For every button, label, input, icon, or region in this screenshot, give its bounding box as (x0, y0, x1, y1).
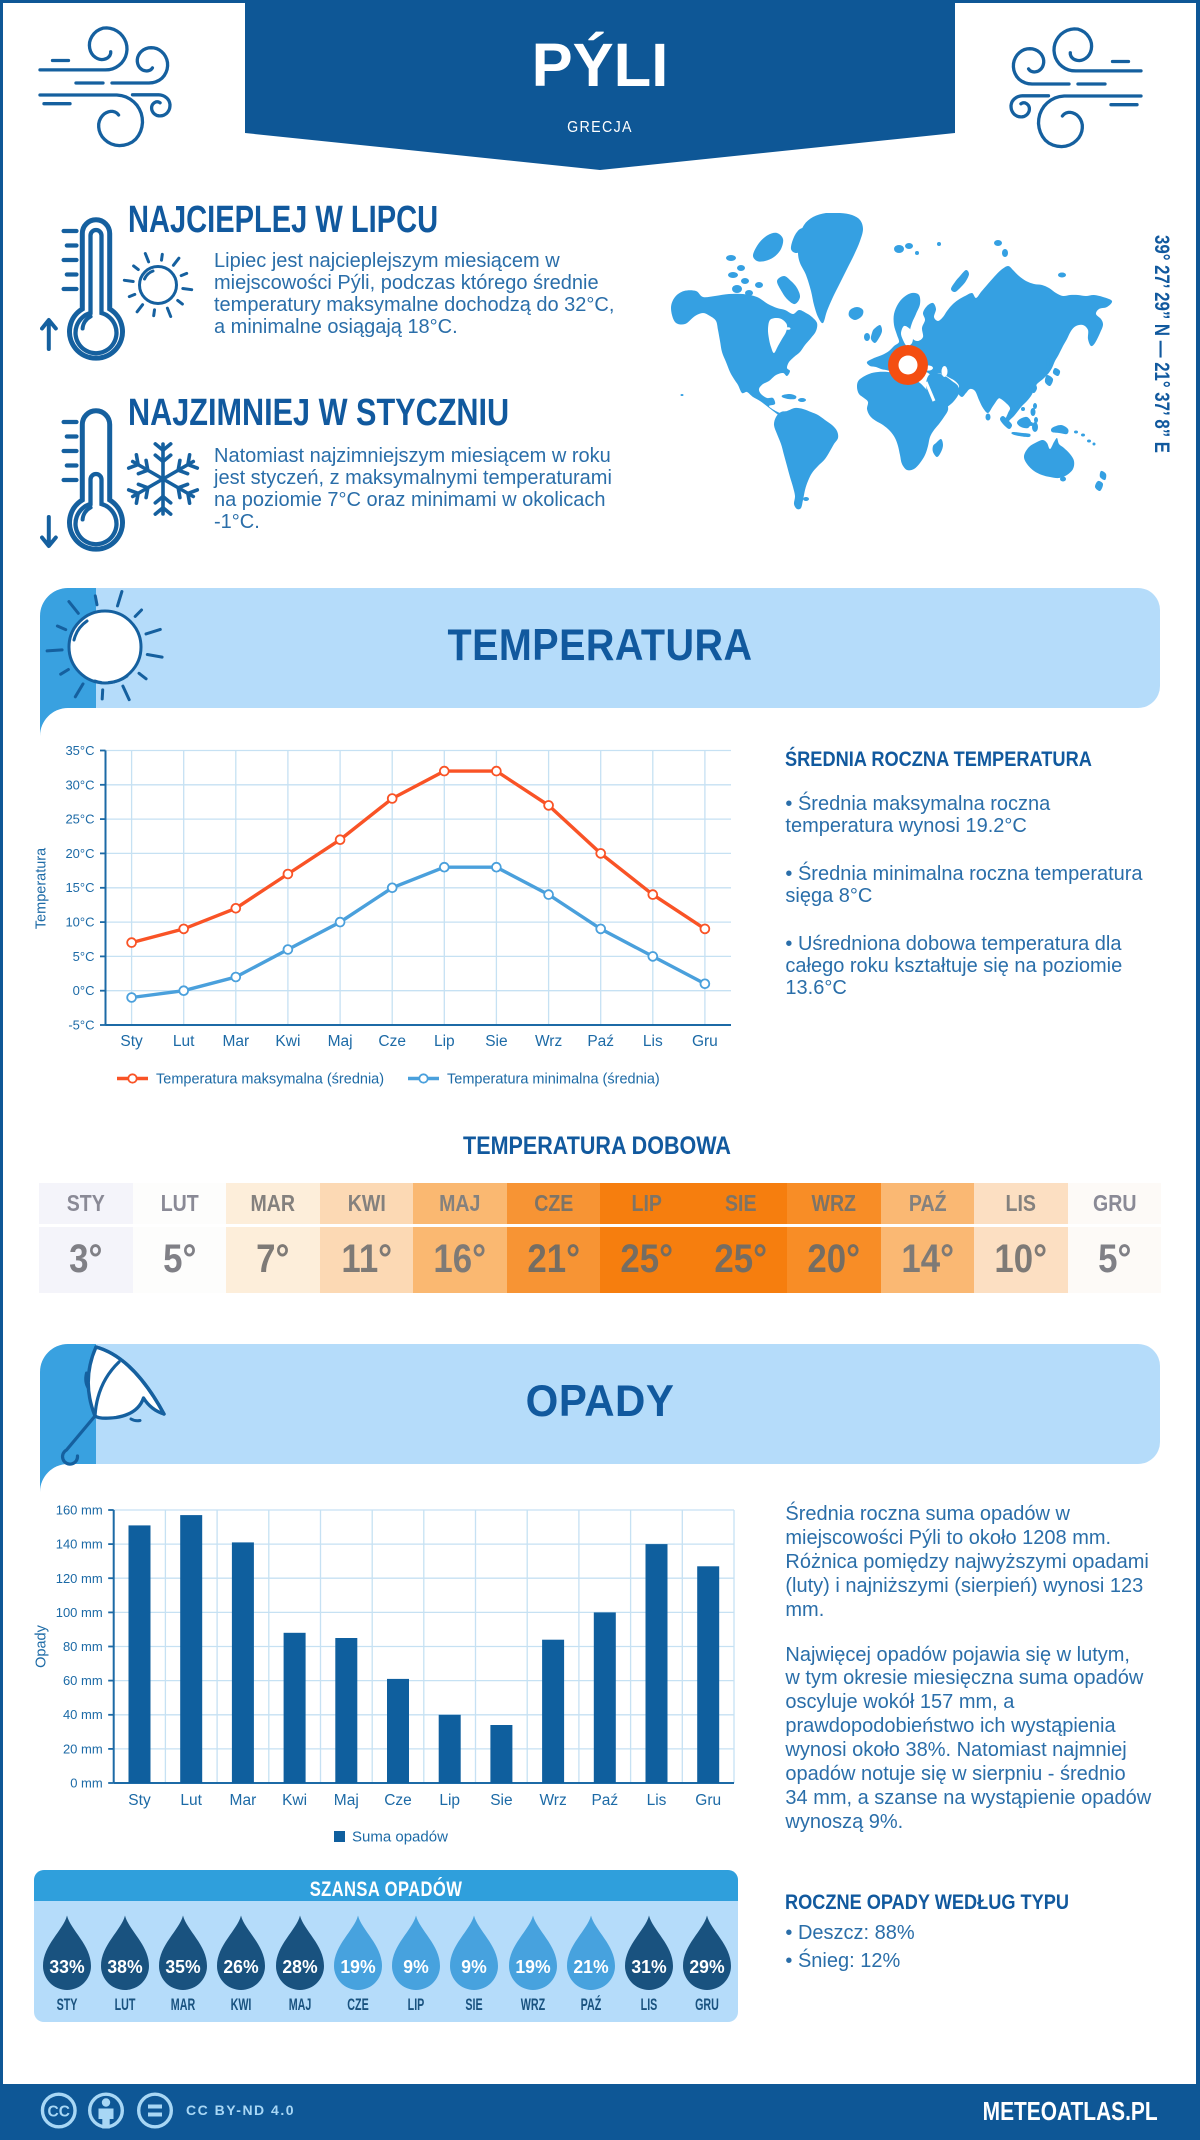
svg-text:Maj: Maj (328, 1033, 353, 1050)
svg-text:Temperatura: Temperatura (34, 847, 50, 929)
svg-text:Gru: Gru (695, 1792, 721, 1809)
svg-text:Lis: Lis (647, 1792, 667, 1809)
svg-text:5°C: 5°C (73, 949, 95, 964)
svg-text:Paź: Paź (587, 1033, 614, 1050)
svg-text:25°C: 25°C (65, 812, 94, 827)
svg-text:40 mm: 40 mm (63, 1707, 103, 1722)
svg-text:35°C: 35°C (65, 743, 94, 758)
svg-text:20 mm: 20 mm (63, 1741, 103, 1756)
svg-text:Sie: Sie (490, 1792, 512, 1809)
svg-text:Sty: Sty (120, 1033, 143, 1050)
svg-text:Cze: Cze (384, 1792, 412, 1809)
svg-text:Lip: Lip (439, 1792, 460, 1809)
svg-text:CC: CC (48, 2104, 70, 2121)
svg-text:Opady: Opady (34, 1624, 50, 1667)
svg-text:15°C: 15°C (65, 880, 94, 895)
svg-text:Lip: Lip (434, 1033, 455, 1050)
svg-text:-5°C: -5°C (68, 1018, 94, 1033)
svg-text:Wrz: Wrz (539, 1792, 566, 1809)
svg-text:Mar: Mar (230, 1792, 257, 1809)
svg-text:140 mm: 140 mm (56, 1537, 103, 1552)
svg-text:Lut: Lut (173, 1033, 195, 1050)
svg-text:Suma opadów: Suma opadów (352, 1829, 448, 1846)
svg-text:Gru: Gru (692, 1033, 718, 1050)
svg-text:160 mm: 160 mm (56, 1503, 103, 1518)
svg-text:Kwi: Kwi (275, 1033, 300, 1050)
svg-text:Lis: Lis (643, 1033, 663, 1050)
svg-text:80 mm: 80 mm (63, 1639, 103, 1654)
svg-text:Wrz: Wrz (535, 1033, 562, 1050)
svg-text:Temperatura minimalna (średnia: Temperatura minimalna (średnia) (447, 1072, 660, 1088)
svg-text:0°C: 0°C (73, 983, 95, 998)
svg-text:Mar: Mar (222, 1033, 249, 1050)
svg-text:Lut: Lut (180, 1792, 202, 1809)
svg-text:Sty: Sty (128, 1792, 151, 1809)
svg-text:10°C: 10°C (65, 915, 94, 930)
svg-text:20°C: 20°C (65, 846, 94, 861)
svg-text:Kwi: Kwi (282, 1792, 307, 1809)
svg-text:Paź: Paź (591, 1792, 618, 1809)
svg-text:Cze: Cze (378, 1033, 406, 1050)
svg-text:100 mm: 100 mm (56, 1605, 103, 1620)
svg-text:Sie: Sie (485, 1033, 507, 1050)
svg-text:0 mm: 0 mm (70, 1776, 103, 1791)
svg-text:30°C: 30°C (65, 777, 94, 792)
svg-text:Temperatura maksymalna (średni: Temperatura maksymalna (średnia) (156, 1072, 384, 1088)
svg-text:Maj: Maj (334, 1792, 359, 1809)
svg-text:120 mm: 120 mm (56, 1571, 103, 1586)
svg-text:60 mm: 60 mm (63, 1673, 103, 1688)
